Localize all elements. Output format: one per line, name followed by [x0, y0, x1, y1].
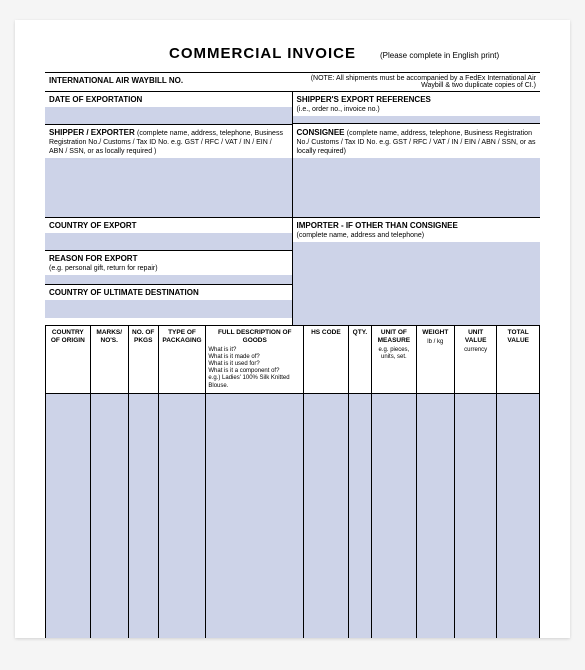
- importer-hint: (complete name, address and telephone): [297, 232, 425, 239]
- invoice-form: COMMERCIAL INVOICE (Please complete in E…: [15, 20, 570, 638]
- section-date-ref: DATE OF EXPORTATION SHIPPER'S EXPORT REF…: [45, 92, 540, 125]
- col-uom-hint: e.g. pieces, units, set.: [374, 347, 414, 361]
- cell-uom[interactable]: [372, 393, 417, 638]
- cell-country-origin[interactable]: [46, 393, 91, 638]
- col-qty: QTY.: [348, 326, 371, 394]
- header-note: (Please complete in English print): [380, 51, 540, 60]
- cell-packaging[interactable]: [158, 393, 206, 638]
- cell-pkgs[interactable]: [128, 393, 158, 638]
- col-marks: MARKS/ NO'S.: [90, 326, 128, 394]
- col-unit-value: UNIT VALUE currency: [454, 326, 496, 394]
- waybill-row: INTERNATIONAL AIR WAYBILL NO. (NOTE: All…: [45, 72, 540, 92]
- shipper-ref-field[interactable]: [293, 116, 541, 124]
- reason-export-field[interactable]: [45, 275, 292, 285]
- shipper-ref-hint: (i.e., order no., invoice no.): [297, 106, 380, 113]
- date-exportation-field[interactable]: [45, 107, 292, 125]
- col-description-hint: What is it? What is it made of? What is …: [208, 347, 301, 390]
- waybill-note: (NOTE: All shipments must be accompanied…: [295, 73, 540, 91]
- col-description: FULL DESCRIPTION OF GOODS What is it? Wh…: [206, 326, 304, 394]
- shipper-label: SHIPPER / EXPORTER: [49, 128, 135, 137]
- items-table: COUNTRY OF ORIGIN MARKS/ NO'S. NO. OF PK…: [45, 325, 540, 638]
- date-exportation-label: DATE OF EXPORTATION: [49, 95, 142, 104]
- reason-export-hint: (e.g. personal gift, return for repair): [49, 265, 158, 272]
- shipper-ref-label: SHIPPER'S EXPORT REFERENCES: [297, 95, 431, 104]
- col-country-origin: COUNTRY OF ORIGIN: [46, 326, 91, 394]
- section-country-importer: COUNTRY OF EXPORT REASON FOR EXPORT (e.g…: [45, 218, 540, 325]
- country-export-field[interactable]: [45, 233, 292, 251]
- col-unit-value-hint: currency: [457, 347, 494, 354]
- importer-field[interactable]: [293, 242, 541, 325]
- col-packaging: TYPE OF PACKAGING: [158, 326, 206, 394]
- col-hscode: HS CODE: [304, 326, 349, 394]
- col-pkgs: NO. OF PKGS: [128, 326, 158, 394]
- consignee-field[interactable]: [293, 158, 541, 218]
- waybill-label: INTERNATIONAL AIR WAYBILL NO.: [49, 76, 183, 85]
- ultimate-dest-label: COUNTRY OF ULTIMATE DESTINATION: [49, 288, 199, 297]
- section-parties: SHIPPER / EXPORTER (complete name, addre…: [45, 125, 540, 218]
- table-body-row: [46, 393, 540, 638]
- shipper-field[interactable]: [45, 158, 292, 218]
- cell-description[interactable]: [206, 393, 304, 638]
- cell-marks[interactable]: [90, 393, 128, 638]
- cell-total-value[interactable]: [497, 393, 540, 638]
- consignee-label: CONSIGNEE: [297, 128, 345, 137]
- ultimate-dest-field[interactable]: [45, 300, 292, 318]
- cell-unit-value[interactable]: [454, 393, 496, 638]
- col-uom: UNIT OF MEASURE e.g. pieces, units, set.: [372, 326, 417, 394]
- col-weight: WEIGHT lb / kg: [416, 326, 454, 394]
- form-title: COMMERCIAL INVOICE: [145, 45, 380, 62]
- cell-hscode[interactable]: [304, 393, 349, 638]
- cell-weight[interactable]: [416, 393, 454, 638]
- col-total-value: TOTAL VALUE: [497, 326, 540, 394]
- col-weight-hint: lb / kg: [419, 339, 452, 346]
- country-export-label: COUNTRY OF EXPORT: [49, 221, 137, 230]
- importer-label: IMPORTER - IF OTHER THAN CONSIGNEE: [297, 221, 458, 230]
- cell-qty[interactable]: [348, 393, 371, 638]
- reason-export-label: REASON FOR EXPORT: [49, 254, 137, 263]
- header: COMMERCIAL INVOICE (Please complete in E…: [45, 45, 540, 62]
- table-header-row: COUNTRY OF ORIGIN MARKS/ NO'S. NO. OF PK…: [46, 326, 540, 394]
